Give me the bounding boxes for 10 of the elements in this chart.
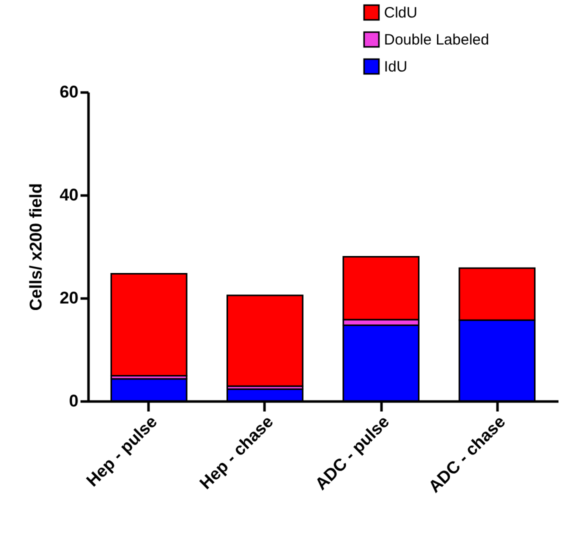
legend-label: CldU [384,4,418,22]
y-axis-title: Cells/ x200 field [26,183,46,311]
bar [110,273,188,377]
legend-label: Double Labeled [384,32,490,48]
y-tick-label: 60 [60,82,78,102]
y-tick-label: 20 [60,288,78,308]
bar [226,294,304,387]
y-tick-label: 0 [69,392,78,410]
legend-label: IdU [384,58,408,76]
y-tick-label: 40 [60,186,78,204]
